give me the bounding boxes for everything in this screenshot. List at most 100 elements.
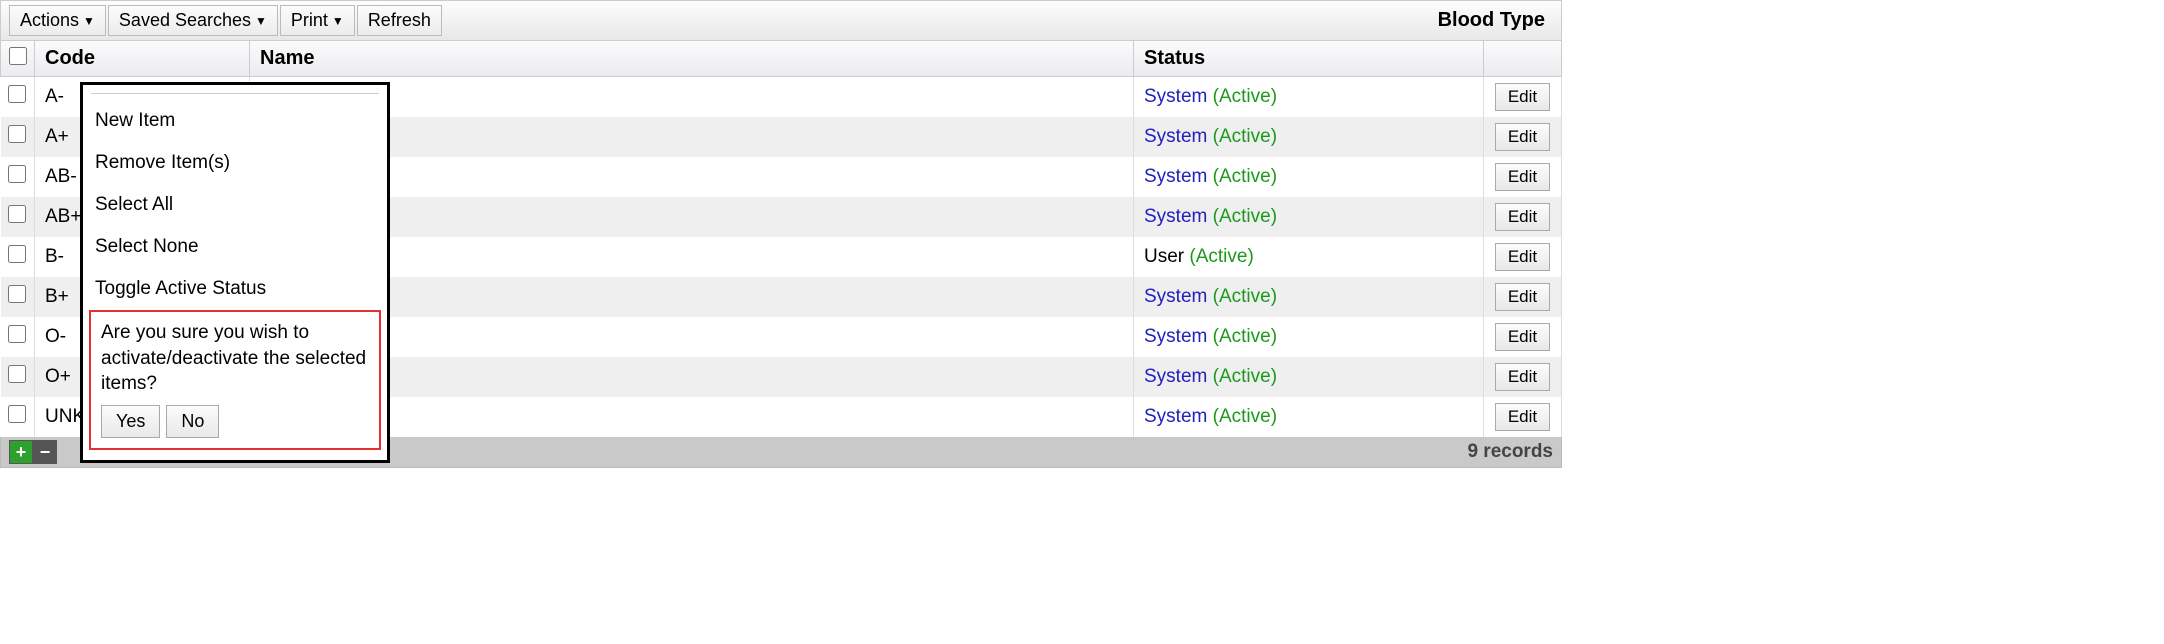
status-active: (Active) xyxy=(1213,406,1277,427)
row-checkbox-cell xyxy=(1,317,35,357)
popup-divider xyxy=(91,93,379,94)
cell-status: System (Active) xyxy=(1134,317,1484,357)
status-owner: System xyxy=(1144,326,1207,347)
row-checkbox[interactable] xyxy=(8,205,26,223)
confirm-box: Are you sure you wish to activate/deacti… xyxy=(89,310,381,450)
status-active: (Active) xyxy=(1213,326,1277,347)
row-checkbox-cell xyxy=(1,157,35,197)
edit-button[interactable]: Edit xyxy=(1495,403,1550,431)
row-checkbox[interactable] xyxy=(8,365,26,383)
cell-edit: Edit xyxy=(1484,357,1562,397)
refresh-button[interactable]: Refresh xyxy=(357,5,442,36)
popup-item-new[interactable]: New Item xyxy=(83,100,387,142)
cell-status: System (Active) xyxy=(1134,197,1484,237)
confirm-text: Are you sure you wish to activate/deacti… xyxy=(101,320,369,397)
header-code[interactable]: Code xyxy=(35,41,250,77)
edit-button[interactable]: Edit xyxy=(1495,203,1550,231)
row-checkbox-cell xyxy=(1,77,35,118)
status-owner: System xyxy=(1144,126,1207,147)
cell-edit: Edit xyxy=(1484,237,1562,277)
edit-button[interactable]: Edit xyxy=(1495,323,1550,351)
cell-edit: Edit xyxy=(1484,397,1562,437)
cell-edit: Edit xyxy=(1484,117,1562,157)
status-owner: System xyxy=(1144,166,1207,187)
cell-status: User (Active) xyxy=(1134,237,1484,277)
row-checkbox-cell xyxy=(1,197,35,237)
chevron-down-icon: ▼ xyxy=(255,14,267,28)
refresh-label: Refresh xyxy=(368,10,431,31)
footer-icons: + − xyxy=(9,440,57,464)
select-all-checkbox[interactable] xyxy=(9,47,27,65)
edit-button[interactable]: Edit xyxy=(1495,283,1550,311)
actions-label: Actions xyxy=(20,10,79,31)
row-checkbox-cell xyxy=(1,117,35,157)
status-owner: System xyxy=(1144,206,1207,227)
status-active: (Active) xyxy=(1189,246,1253,267)
popup-item-select-none[interactable]: Select None xyxy=(83,226,387,268)
edit-button[interactable]: Edit xyxy=(1495,243,1550,271)
actions-popup: New Item Remove Item(s) Select All Selec… xyxy=(80,82,390,463)
row-checkbox[interactable] xyxy=(8,325,26,343)
header-status[interactable]: Status xyxy=(1134,41,1484,77)
cell-edit: Edit xyxy=(1484,317,1562,357)
confirm-buttons: Yes No xyxy=(101,405,369,438)
status-owner: User xyxy=(1144,246,1184,267)
toolbar-left: Actions ▼ Saved Searches ▼ Print ▼ Refre… xyxy=(9,5,442,36)
cell-status: System (Active) xyxy=(1134,157,1484,197)
status-active: (Active) xyxy=(1213,166,1277,187)
status-owner: System xyxy=(1144,286,1207,307)
cell-status: System (Active) xyxy=(1134,77,1484,118)
page-title: Blood Type xyxy=(1438,9,1553,32)
print-label: Print xyxy=(291,10,328,31)
row-checkbox[interactable] xyxy=(8,165,26,183)
app-container: Actions ▼ Saved Searches ▼ Print ▼ Refre… xyxy=(0,0,1562,468)
row-checkbox-cell xyxy=(1,277,35,317)
popup-item-toggle-active[interactable]: Toggle Active Status xyxy=(83,268,387,310)
edit-button[interactable]: Edit xyxy=(1495,123,1550,151)
header-edit xyxy=(1484,41,1562,77)
status-owner: System xyxy=(1144,86,1207,107)
row-checkbox-cell xyxy=(1,237,35,277)
cell-status: System (Active) xyxy=(1134,357,1484,397)
saved-searches-button[interactable]: Saved Searches ▼ xyxy=(108,5,278,36)
confirm-no-button[interactable]: No xyxy=(166,405,219,438)
toolbar: Actions ▼ Saved Searches ▼ Print ▼ Refre… xyxy=(0,0,1562,41)
cell-status: System (Active) xyxy=(1134,117,1484,157)
cell-status: System (Active) xyxy=(1134,277,1484,317)
edit-button[interactable]: Edit xyxy=(1495,163,1550,191)
cell-edit: Edit xyxy=(1484,277,1562,317)
header-row: Code Name Status xyxy=(1,41,1562,77)
status-owner: System xyxy=(1144,406,1207,427)
cell-status: System (Active) xyxy=(1134,397,1484,437)
popup-item-select-all[interactable]: Select All xyxy=(83,184,387,226)
cell-edit: Edit xyxy=(1484,77,1562,118)
row-checkbox[interactable] xyxy=(8,125,26,143)
status-active: (Active) xyxy=(1213,126,1277,147)
cell-edit: Edit xyxy=(1484,197,1562,237)
chevron-down-icon: ▼ xyxy=(332,14,344,28)
print-button[interactable]: Print ▼ xyxy=(280,5,355,36)
actions-button[interactable]: Actions ▼ xyxy=(9,5,106,36)
row-checkbox-cell xyxy=(1,357,35,397)
row-checkbox[interactable] xyxy=(8,245,26,263)
row-checkbox[interactable] xyxy=(8,85,26,103)
header-checkbox-cell xyxy=(1,41,35,77)
row-checkbox[interactable] xyxy=(8,285,26,303)
saved-searches-label: Saved Searches xyxy=(119,10,251,31)
header-name[interactable]: Name xyxy=(250,41,1134,77)
remove-icon[interactable]: − xyxy=(33,440,57,464)
edit-button[interactable]: Edit xyxy=(1495,83,1550,111)
status-owner: System xyxy=(1144,366,1207,387)
popup-item-remove[interactable]: Remove Item(s) xyxy=(83,142,387,184)
status-active: (Active) xyxy=(1213,286,1277,307)
chevron-down-icon: ▼ xyxy=(83,14,95,28)
row-checkbox[interactable] xyxy=(8,405,26,423)
cell-edit: Edit xyxy=(1484,157,1562,197)
add-icon[interactable]: + xyxy=(9,440,33,464)
status-active: (Active) xyxy=(1213,206,1277,227)
edit-button[interactable]: Edit xyxy=(1495,363,1550,391)
status-active: (Active) xyxy=(1213,366,1277,387)
confirm-yes-button[interactable]: Yes xyxy=(101,405,160,438)
status-active: (Active) xyxy=(1213,86,1277,107)
row-checkbox-cell xyxy=(1,397,35,437)
